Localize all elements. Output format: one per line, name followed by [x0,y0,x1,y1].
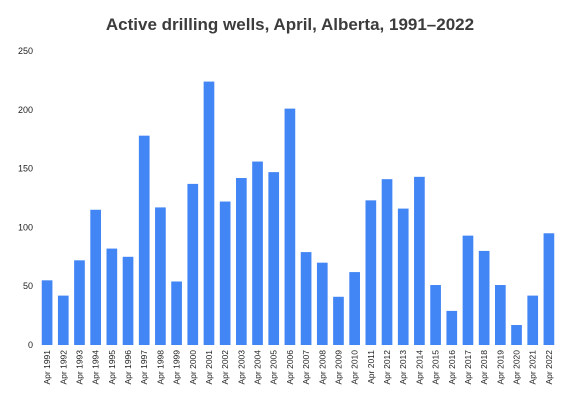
x-tick-label: Apr 2004 [253,350,263,385]
bar [397,208,409,345]
x-tick-label: Apr 2001 [204,350,214,385]
bar [365,200,377,345]
bar [155,207,166,345]
bar [511,325,522,345]
bar [236,178,247,345]
x-tick-label: Apr 1993 [74,350,84,385]
x-tick-label: Apr 2012 [382,350,392,385]
x-tick-label: Apr 2020 [512,350,522,385]
bar [252,161,263,345]
x-tick-label: Apr 2016 [447,350,457,385]
bar [495,285,506,345]
x-tick-label: Apr 2010 [350,350,360,385]
bar [414,176,425,345]
x-tick-label: Apr 1999 [172,350,182,385]
x-tick-label: Apr 1998 [155,350,165,385]
x-tick-label: Apr 2005 [269,350,279,385]
x-axis: Apr 1991 Apr 1992 Apr 1993 Apr 1994 Apr 1995… [42,350,554,385]
x-tick-label: Apr 2014 [414,350,424,385]
bar [430,285,441,345]
x-tick-label: Apr 2000 [188,350,198,385]
x-tick-label: Apr 2002 [220,350,230,385]
bar [74,260,85,345]
bar [268,172,280,345]
bar [203,81,215,345]
x-tick-label: Apr 2009 [333,350,343,385]
x-tick-label: Apr 2022 [544,350,554,385]
x-tick-label: Apr 2013 [398,350,408,385]
y-axis: 0 50 100 150 200 250 [18,46,33,350]
bar [381,179,393,345]
y-tick-label: 0 [28,340,33,350]
bar [527,295,539,345]
x-tick-label: Apr 2006 [285,350,295,385]
x-tick-label: Apr 2007 [301,350,311,385]
x-tick-label: Apr 2011 [366,350,376,384]
x-tick-label: Apr 2015 [431,350,441,385]
bar [41,280,53,345]
bar [284,108,296,346]
bars [41,81,555,346]
bar [543,233,555,345]
bar [138,135,150,345]
x-tick-label: Apr 2008 [317,350,327,385]
x-tick-label: Apr 2018 [479,350,489,385]
bar [171,281,182,345]
bar [57,295,69,345]
y-tick-label: 200 [18,105,33,115]
bar [478,250,490,345]
y-tick-label: 100 [18,222,33,232]
bar [300,252,312,345]
x-tick-label: Apr 1991 [42,350,52,385]
chart-title: Active drilling wells, April, Alberta, 1… [106,15,474,34]
x-tick-label: Apr 2003 [236,350,246,385]
bar [122,256,134,345]
bar [349,272,360,345]
bar [333,296,344,345]
x-tick-label: Apr 1997 [139,350,149,385]
x-tick-label: Apr 1996 [123,350,133,385]
x-tick-label: Apr 1992 [58,350,68,385]
bar [219,201,231,345]
bar [462,235,474,345]
bar [106,248,118,345]
y-tick-label: 50 [23,281,33,291]
x-tick-label: Apr 1994 [91,350,101,385]
bar [90,209,101,345]
bar [446,310,458,345]
y-tick-label: 250 [18,46,33,56]
x-tick-label: Apr 1995 [107,350,117,385]
y-tick-label: 150 [18,164,33,174]
x-tick-label: Apr 2021 [528,350,538,385]
bar [316,262,328,345]
x-tick-label: Apr 2017 [463,350,473,385]
x-tick-label: Apr 2019 [495,350,505,385]
bar [187,183,199,345]
